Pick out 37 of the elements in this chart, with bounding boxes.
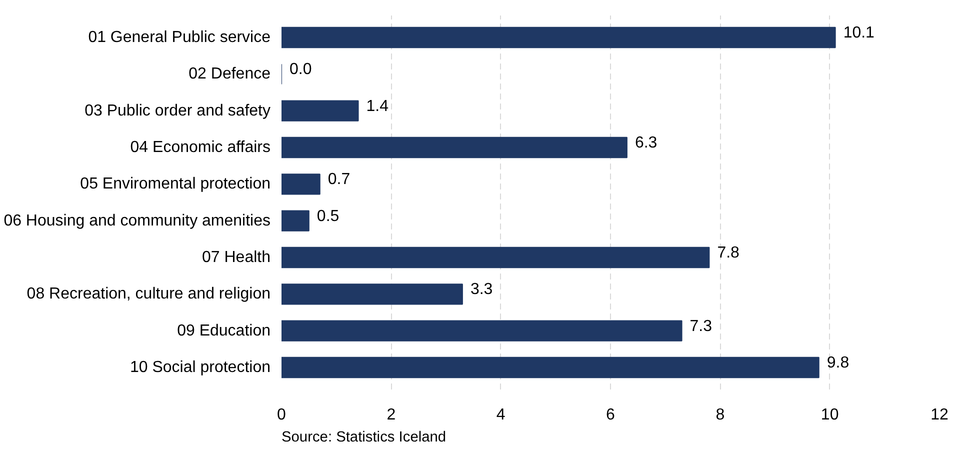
data-label: 7.8 <box>717 244 740 262</box>
y-tick-label: 04 Economic affairs <box>130 139 270 156</box>
data-label: 3.3 <box>470 281 493 298</box>
bar <box>282 174 320 195</box>
data-label: 10.1 <box>843 24 875 42</box>
x-tick-label: 0 <box>277 406 286 424</box>
bar <box>282 320 682 342</box>
data-label: 7.3 <box>690 318 712 335</box>
y-tick-label: 02 Defence <box>188 66 271 83</box>
y-tick-label: 06 Housing and community amenities <box>4 212 271 230</box>
data-label: 9.8 <box>826 354 850 372</box>
bar <box>282 246 710 268</box>
x-tick-label: 12 <box>930 406 948 424</box>
y-tick-label: 03 Public order and safety <box>84 102 270 120</box>
x-tick-label: 2 <box>386 406 396 424</box>
x-tick-label: 10 <box>820 406 839 424</box>
x-tick-label: 4 <box>496 406 506 424</box>
y-tick-label: 09 Education <box>177 322 270 340</box>
x-tick-label: 8 <box>716 406 725 424</box>
x-tick-label: 6 <box>606 406 616 424</box>
data-label: 1.4 <box>366 98 389 115</box>
data-label: 0.5 <box>316 208 340 225</box>
y-tick-label: 05 Enviromental protection <box>80 176 270 193</box>
bar <box>282 100 359 122</box>
bar <box>282 136 628 158</box>
source-note: Source: Statistics Iceland <box>282 430 446 446</box>
data-label: 6.3 <box>634 134 658 152</box>
y-tick-label: 07 Health <box>202 249 271 266</box>
y-tick-label: 08 Recreation, culture and religion <box>26 286 270 303</box>
data-label: 0.0 <box>290 61 312 78</box>
y-tick-label: 10 Social protection <box>130 359 270 376</box>
data-label: 0.7 <box>328 171 350 188</box>
bar <box>282 284 463 305</box>
bar <box>282 26 836 48</box>
y-tick-label: 01 General Public service <box>88 29 271 46</box>
bar <box>282 210 310 232</box>
bar <box>282 356 820 378</box>
